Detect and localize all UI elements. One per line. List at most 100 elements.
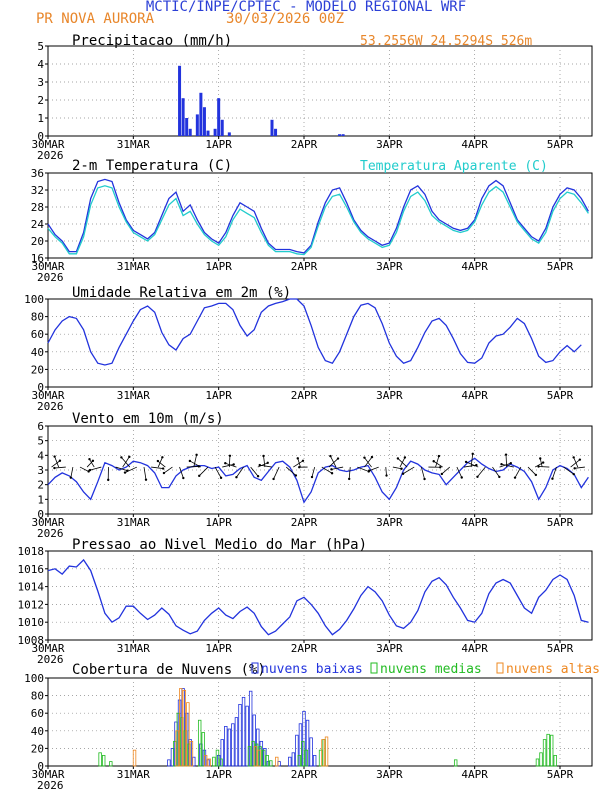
legend-swatch-nuvens-altas [496, 662, 504, 674]
wind-arrow [143, 467, 147, 480]
y-tick-label: 40 [31, 346, 44, 359]
wind-arrow [433, 460, 443, 468]
wind-arrow [214, 466, 222, 479]
wind-arrow-head [294, 474, 298, 477]
wind-arrow-head [272, 477, 275, 481]
wind-arrow [570, 459, 581, 468]
wind-arrow [311, 466, 316, 478]
wind-arrow [402, 466, 415, 475]
cloud-bar-nuvens-medias [539, 752, 543, 767]
wind-arrow-head [440, 472, 444, 476]
wind-arrow-head [301, 459, 305, 463]
cloud-bar-nuvens-baixas [234, 717, 239, 767]
wind-arrow-head [123, 471, 127, 474]
panel-frame [47, 45, 593, 137]
wind-arrow-head [258, 463, 261, 467]
location-coords: 53.2556W 24.5294S 526m [360, 34, 532, 49]
x-tick-label: 30MAR [31, 138, 64, 151]
wind-arrow-head [513, 476, 517, 479]
x-tick-label: 5APR [547, 138, 574, 151]
run-datetime-label: 30/03/2026 00Z [226, 11, 345, 27]
wind-arrow-head [53, 455, 56, 458]
x-tick-label: 2APR [291, 389, 318, 402]
wind-arrow [263, 455, 266, 468]
wind-arrow-head [128, 455, 131, 459]
year-label: 2026 [37, 653, 64, 666]
precip-bar [338, 134, 342, 136]
wind-arrow-head [91, 459, 95, 463]
wind-arrow [514, 466, 522, 478]
precip-bar [274, 128, 278, 136]
wind-arrow [86, 460, 94, 468]
wind-arrow [259, 464, 273, 468]
y-tick-label: 5 [37, 435, 44, 448]
wind-arrow [397, 458, 408, 468]
x-tick-label: 30MAR [31, 389, 64, 402]
cloud-bar-nuvens-baixas [231, 723, 235, 767]
wind-arrow [54, 456, 60, 468]
cloud-bar-nuvens-altas [203, 755, 208, 767]
wind-arrow-head [144, 478, 148, 481]
wind-arrow-head [498, 475, 501, 479]
wind-arrow [573, 457, 579, 468]
wind-arrow [574, 466, 585, 469]
series-line-temperatura-aparente [47, 185, 589, 256]
wind-arrow [563, 466, 574, 475]
cloud-bar-nuvens-baixas [309, 737, 313, 767]
wind-arrow-head [88, 468, 92, 472]
x-tick-label: 1APR [205, 260, 232, 273]
wind-arrow-head [107, 478, 110, 482]
wind-arrow-head [262, 454, 265, 458]
wind-arrow-head [347, 477, 351, 481]
cloud-bar-nuvens-baixas [167, 759, 171, 767]
y-tick-label: 16 [31, 252, 44, 265]
y-tick-label: 2 [37, 479, 44, 492]
x-tick-label: 30MAR [31, 642, 64, 655]
x-tick-label: 1APR [205, 516, 232, 529]
cloud-bar-nuvens-medias [219, 758, 223, 767]
wind-arrow-head [156, 459, 160, 463]
series-line-umidade-relativa [47, 298, 582, 366]
wind-arrow-head [161, 467, 165, 470]
wind-arrow-head [464, 460, 468, 464]
wind-arrow-head [509, 461, 513, 465]
location-label: PR NOVA AURORA [36, 11, 155, 27]
cloud-bar-nuvens-baixas [288, 756, 292, 767]
legend-swatch-nuvens-medias [370, 662, 378, 674]
x-tick-label: 3APR [376, 516, 403, 529]
wind-arrow-head [471, 452, 474, 456]
panel-title: Umidade Relativa em 2m (%) [72, 285, 291, 301]
year-label: 2026 [37, 271, 64, 284]
wind-arrow [539, 458, 543, 468]
cloud-bar-nuvens-baixas [312, 755, 317, 767]
x-tick-label: 30MAR [31, 768, 64, 781]
cloud-bar-nuvens-medias [265, 755, 269, 767]
x-tick-label: 31MAR [117, 389, 150, 402]
cloud-bar-nuvens-altas [175, 730, 179, 767]
wind-arrow [198, 466, 209, 477]
y-tick-label: 100 [24, 293, 44, 306]
precip-bar [185, 118, 189, 136]
wind-arrow [257, 462, 268, 468]
wind-arrow [441, 466, 451, 475]
wind-arrow [163, 466, 173, 474]
precip-bar [213, 128, 217, 136]
wind-arrow [236, 466, 244, 478]
year-label: 2026 [37, 527, 64, 540]
wind-arrow [89, 466, 102, 471]
x-tick-label: 31MAR [117, 138, 150, 151]
x-tick-label: 2APR [291, 516, 318, 529]
wind-arrow [115, 466, 128, 472]
y-tick-label: 1012 [18, 598, 45, 611]
cloud-bar-nuvens-altas [253, 746, 258, 767]
cloud-bar-nuvens-altas [189, 740, 194, 767]
cloud-bar-nuvens-medias [549, 734, 554, 767]
wind-arrow [456, 466, 463, 478]
precip-bar [195, 114, 199, 136]
x-tick-label: 4APR [461, 516, 488, 529]
y-tick-label: 20 [31, 363, 44, 376]
y-tick-label: 1016 [18, 563, 45, 576]
cloud-bar-nuvens-baixas [241, 696, 246, 767]
year-label: 2026 [37, 149, 64, 162]
